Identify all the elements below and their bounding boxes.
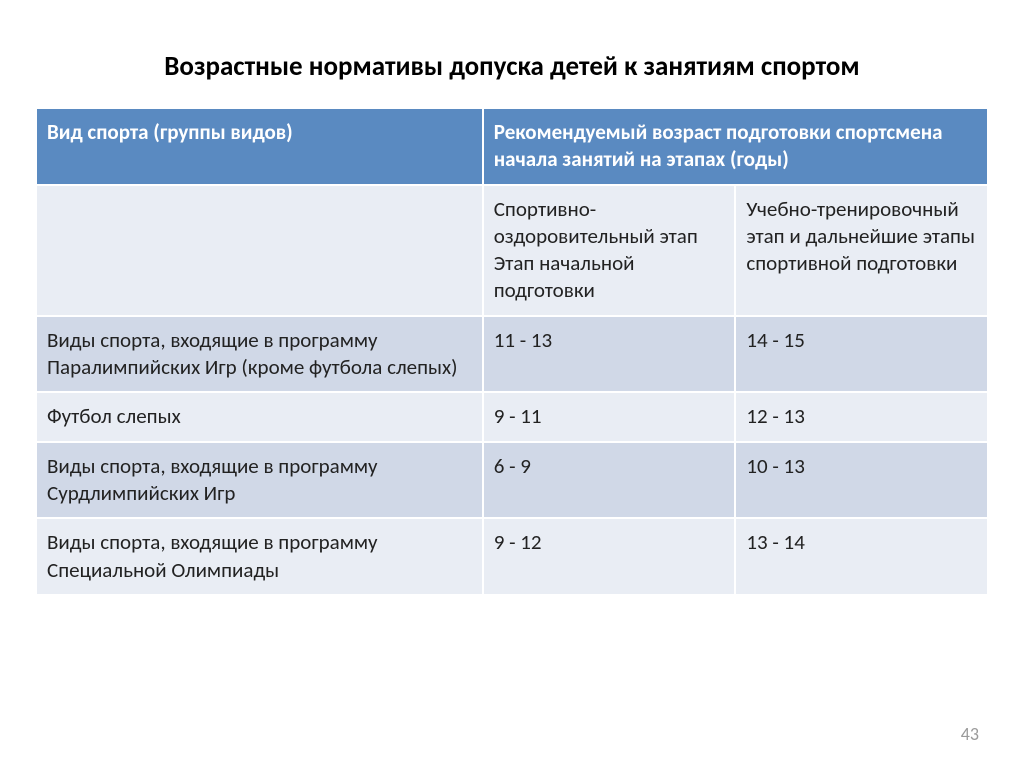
cell-stage1: 9 - 12: [483, 518, 736, 595]
table-row: Виды спорта, входящие в программу Сурдли…: [36, 442, 988, 519]
norms-table: Вид спорта (группы видов) Рекомендуемый …: [35, 107, 989, 596]
cell-stage2: 10 - 13: [735, 442, 988, 519]
cell-stage1: 6 - 9: [483, 442, 736, 519]
cell-sport: Футбол слепых: [36, 392, 483, 441]
cell-stage2: 13 - 14: [735, 518, 988, 595]
cell-stage2: 14 - 15: [735, 316, 988, 393]
page-number: 43: [961, 723, 979, 745]
table-row: Виды спорта, входящие в программу Парали…: [36, 316, 988, 393]
subheader-stage2: Учебно-тренировочный этап и дальнейшие э…: [735, 185, 988, 316]
slide: Возрастные нормативы допуска детей к зан…: [0, 0, 1024, 767]
cell-sport: Виды спорта, входящие в программу Сурдли…: [36, 442, 483, 519]
cell-stage2: 12 - 13: [735, 392, 988, 441]
header-age-range: Рекомендуемый возраст подготовки спортсм…: [483, 108, 988, 185]
table-header-row: Вид спорта (группы видов) Рекомендуемый …: [36, 108, 988, 185]
cell-sport: Виды спорта, входящие в программу Парали…: [36, 316, 483, 393]
cell-stage1: 9 - 11: [483, 392, 736, 441]
cell-stage1: 11 - 13: [483, 316, 736, 393]
table-subheader-row: Спортивно-оздоровительный этап Этап нача…: [36, 185, 988, 316]
subheader-stage1: Спортивно-оздоровительный этап Этап нача…: [483, 185, 736, 316]
subheader-empty: [36, 185, 483, 316]
page-title: Возрастные нормативы допуска детей к зан…: [35, 50, 989, 83]
table-row: Виды спорта, входящие в программу Специа…: [36, 518, 988, 595]
cell-sport: Виды спорта, входящие в программу Специа…: [36, 518, 483, 595]
header-sport-type: Вид спорта (группы видов): [36, 108, 483, 185]
table-row: Футбол слепых 9 - 11 12 - 13: [36, 392, 988, 441]
